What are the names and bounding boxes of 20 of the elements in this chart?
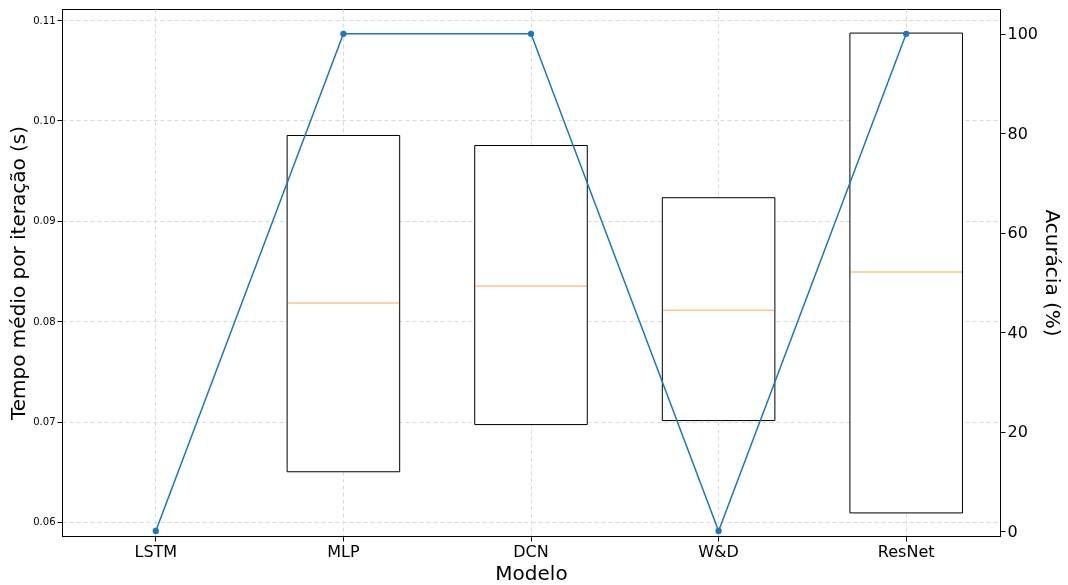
y2-tick-label: 20: [1007, 422, 1028, 442]
y2-tick-label: 100: [1007, 24, 1039, 44]
x-tick-label: W&D: [698, 541, 739, 561]
x-tick-label: LSTM: [134, 541, 178, 561]
x-tick-label: ResNet: [877, 541, 935, 561]
y-tick-label: 0.11: [33, 14, 56, 26]
y-axis-title: Tempo médio por iteração (s): [6, 125, 31, 422]
x-axis-title: Modelo: [495, 560, 568, 585]
y-tick-label: 0.06: [33, 516, 56, 528]
x-tick-label: DCN: [513, 541, 549, 561]
y2-tick-label: 0: [1007, 521, 1018, 541]
y-tick-label: 0.10: [33, 114, 56, 126]
y-tick-label: 0.08: [33, 315, 56, 327]
y2-axis-title: Acurácia (%): [1041, 209, 1066, 337]
y2-tick-label: 40: [1007, 322, 1028, 342]
y-tick-label: 0.07: [33, 416, 56, 428]
y-tick-label: 0.09: [33, 215, 56, 227]
y2-tick-label: 60: [1007, 223, 1028, 243]
y2-tick-label: 80: [1007, 123, 1028, 143]
x-tick-label: MLP: [327, 541, 360, 561]
